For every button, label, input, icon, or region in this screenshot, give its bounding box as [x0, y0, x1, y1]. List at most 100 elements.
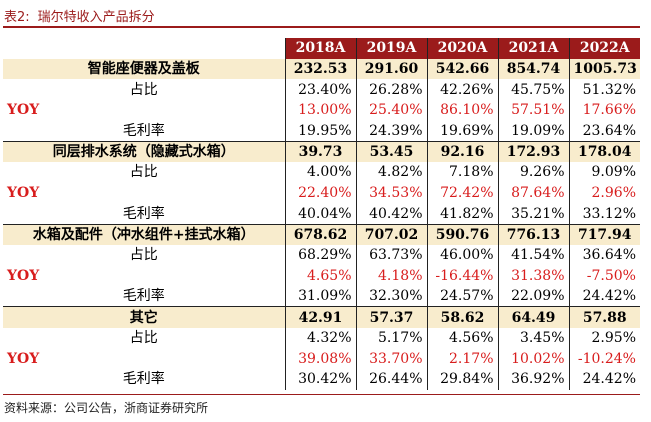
table-cell: 36.64%	[568, 244, 640, 266]
metric-row: 毛利率 30.42% 26.44% 29.84% 36.92% 24.42%	[3, 369, 640, 390]
table-cell: 17.66%	[568, 100, 640, 121]
table-cell: 33.12%	[568, 203, 640, 225]
table-cell: 39.73	[284, 141, 356, 163]
table-cell: 35.21%	[497, 203, 569, 225]
table-cell: 31.38%	[497, 265, 569, 287]
table-cell: 7.18%	[426, 162, 498, 183]
column-header: 2021A	[497, 38, 569, 59]
header-row: 2018A 2019A 2020A 2021A 2022A	[3, 38, 640, 59]
table-cell: 542.66	[426, 58, 498, 80]
row-label: 毛利率	[122, 371, 165, 388]
table-cell: 87.64%	[497, 182, 569, 204]
metric-row: 毛利率 31.09% 32.30% 24.57% 22.09% 24.42%	[3, 286, 640, 308]
table-cell: 19.09%	[497, 120, 569, 142]
row-label: 占比	[129, 247, 158, 264]
table-cell: 232.53	[284, 58, 356, 80]
table-cell: 9.26%	[497, 162, 569, 183]
table-cell: 2.96%	[568, 182, 640, 204]
table-cell: 590.76	[426, 224, 498, 245]
header-corner	[3, 38, 285, 59]
table-cell: 57.37	[355, 306, 427, 328]
category-row: 水箱及配件（冲水组件+挂式水箱） 678.62 707.02 590.76 776.13…	[3, 224, 640, 245]
row-label: 同层排水系统（隐藏式水箱）	[3, 141, 285, 163]
table-cell: 63.73%	[355, 244, 427, 266]
table-cell: 39.08%	[284, 348, 356, 369]
table-cell: 41.54%	[497, 244, 569, 266]
table-cell: 4.56%	[426, 327, 498, 349]
table-cell: 33.70%	[355, 348, 427, 369]
table-cell: 58.62	[426, 306, 498, 328]
table-cell: 854.74	[497, 58, 569, 80]
table-cell: 30.42%	[284, 369, 356, 390]
table-cell: 4.18%	[355, 265, 427, 287]
row-label: 毛利率	[3, 203, 285, 225]
table-cell: 25.40%	[355, 100, 427, 121]
table-cell: 53.45	[355, 141, 427, 163]
row-label: YOY	[7, 350, 40, 367]
table-cell: 4.32%	[284, 327, 356, 349]
table-cell: 22.09%	[497, 286, 569, 308]
table-cell: 51.32%	[568, 79, 640, 101]
row-label: 智能座便器及盖板	[3, 58, 285, 80]
table-cell: -7.50%	[568, 265, 640, 287]
table-cell: 2.17%	[426, 348, 498, 369]
row-label: 其它	[3, 306, 285, 328]
row-label: YOY	[7, 267, 40, 284]
row-label: 毛利率	[3, 286, 285, 308]
table-cell: 3.45%	[497, 327, 569, 349]
table-cell: 776.13	[497, 224, 569, 245]
table-cell: 291.60	[355, 58, 427, 80]
column-header: 2019A	[355, 38, 427, 59]
row-label: 占比	[129, 81, 158, 98]
table-cell: 23.64%	[568, 120, 640, 142]
table-cell: 4.82%	[355, 162, 427, 183]
table-cell: 32.30%	[355, 286, 427, 308]
table-cell: 64.49	[497, 306, 569, 328]
table-cell: 678.62	[284, 224, 356, 245]
table-cell: 57.88	[568, 306, 640, 328]
caption-title: 瑞尔特收入产品拆分	[37, 10, 155, 25]
footer-rule	[3, 394, 640, 395]
category-row: 智能座便器及盖板 232.53 291.60 542.66 854.74 1005.73	[3, 58, 640, 80]
row-label: 占比	[129, 329, 158, 346]
table-cell: 40.42%	[355, 203, 427, 225]
metric-row: 毛利率 40.04% 40.42% 41.82% 35.21% 33.12%	[3, 203, 640, 225]
table-cell: 172.93	[497, 141, 569, 163]
table-cell: 19.95%	[284, 120, 356, 142]
table-cell: 24.42%	[568, 286, 640, 308]
table-cell: 717.94	[568, 224, 640, 245]
category-row: 其它 42.91 57.37 58.62 64.49 57.88	[3, 306, 640, 328]
metric-row: YOY 39.08% 33.70% 2.17% 10.02% -10.24%	[3, 348, 640, 369]
metric-row: 占比 4.00% 4.82% 7.18% 9.26% 9.09%	[3, 162, 640, 183]
table-cell: 707.02	[355, 224, 427, 245]
table-cell: 19.69%	[426, 120, 498, 142]
table-cell: 42.91	[284, 306, 356, 328]
row-label: YOY	[7, 102, 40, 119]
category-row: 同层排水系统（隐藏式水箱） 39.73 53.45 92.16 172.93 178.04	[3, 141, 640, 163]
table-cell: 26.28%	[355, 79, 427, 101]
table-cell: 92.16	[426, 141, 498, 163]
table-cell: 24.39%	[355, 120, 427, 142]
table-cell: 24.42%	[568, 369, 640, 390]
column-header: 2022A	[568, 38, 640, 59]
table-cell: 46.00%	[426, 244, 498, 266]
table-cell: 1005.73	[568, 58, 640, 80]
table-cell: 24.57%	[426, 286, 498, 308]
table-cell: -10.24%	[568, 348, 640, 369]
table-cell: 86.10%	[426, 100, 498, 121]
table-cell: 22.40%	[284, 182, 356, 204]
metric-row: YOY 13.00% 25.40% 86.10% 57.51% 17.66%	[3, 100, 640, 121]
metric-row: 占比 23.40% 26.28% 42.26% 45.75% 51.32%	[3, 79, 640, 101]
table-cell: 45.75%	[497, 79, 569, 101]
table-cell: 72.42%	[426, 182, 498, 204]
table-cell: 68.29%	[284, 244, 356, 266]
table-cell: 9.09%	[568, 162, 640, 183]
table-cell: 23.40%	[284, 79, 356, 101]
table-cell: 2.95%	[568, 327, 640, 349]
row-label: 水箱及配件（冲水组件+挂式水箱）	[3, 224, 285, 245]
table-cell: -16.44%	[426, 265, 498, 287]
table-cell: 13.00%	[284, 100, 356, 121]
table-cell: 4.65%	[284, 265, 356, 287]
row-label: YOY	[7, 185, 40, 202]
table-cell: 34.53%	[355, 182, 427, 204]
